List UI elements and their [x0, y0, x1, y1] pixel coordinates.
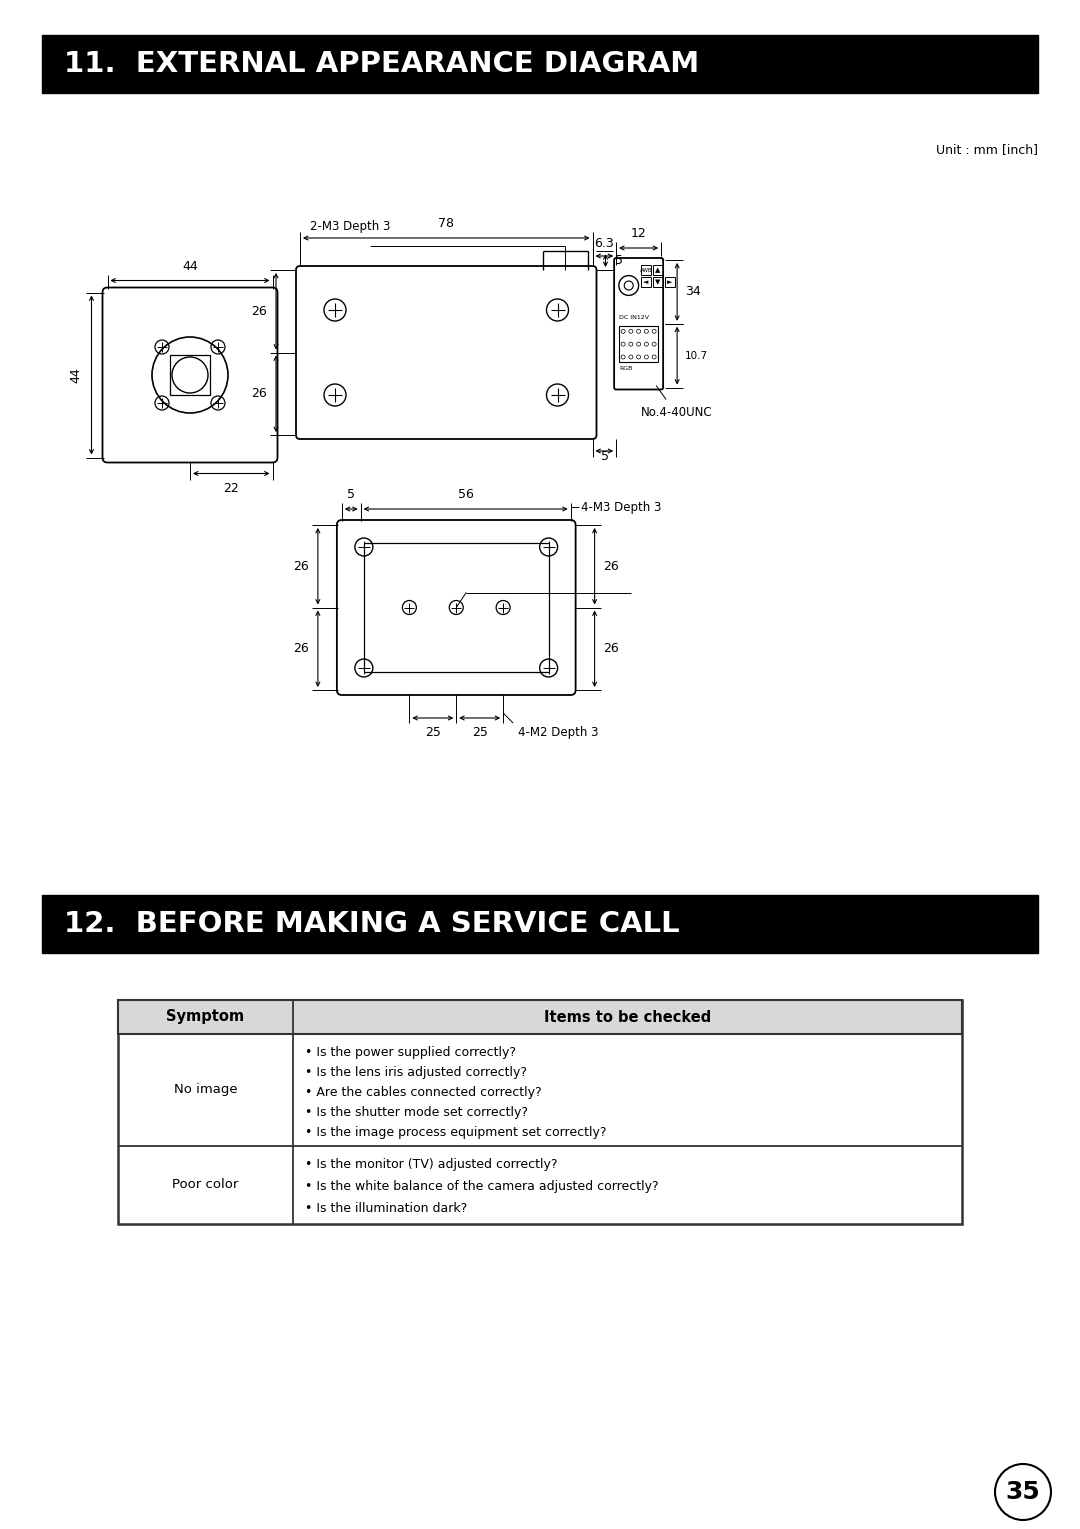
Text: • Is the power supplied correctly?: • Is the power supplied correctly? — [305, 1046, 516, 1060]
Text: 35: 35 — [1005, 1480, 1040, 1505]
Bar — [619, 326, 658, 362]
Text: 12.  BEFORE MAKING A SERVICE CALL: 12. BEFORE MAKING A SERVICE CALL — [64, 910, 679, 937]
Text: 26: 26 — [252, 387, 267, 401]
Text: 4-M3 Depth 3: 4-M3 Depth 3 — [581, 500, 661, 514]
Text: 10.7: 10.7 — [685, 350, 708, 361]
Text: ◄: ◄ — [644, 280, 649, 284]
Text: AWB: AWB — [639, 268, 652, 272]
Text: Poor color: Poor color — [173, 1179, 239, 1191]
Text: • Are the cables connected correctly?: • Are the cables connected correctly? — [305, 1086, 542, 1099]
Text: 26: 26 — [293, 560, 309, 573]
Text: 25: 25 — [424, 726, 441, 739]
Text: 25: 25 — [472, 726, 488, 739]
Bar — [118, 1000, 962, 1034]
Text: 12: 12 — [631, 226, 647, 240]
Text: 22: 22 — [224, 482, 239, 494]
Text: 26: 26 — [252, 304, 267, 318]
Bar — [653, 277, 663, 287]
Text: 26: 26 — [604, 560, 619, 573]
Text: ►: ► — [667, 280, 673, 284]
Text: Unit : mm [inch]: Unit : mm [inch] — [936, 144, 1038, 156]
Text: 11.  EXTERNAL APPEARANCE DIAGRAM: 11. EXTERNAL APPEARANCE DIAGRAM — [64, 50, 699, 78]
Text: RGB: RGB — [619, 365, 633, 372]
Bar — [364, 543, 549, 673]
Bar — [653, 265, 663, 275]
Text: • Is the illumination dark?: • Is the illumination dark? — [305, 1202, 468, 1216]
Text: Symptom: Symptom — [166, 1009, 244, 1024]
Text: • Is the monitor (TV) adjusted correctly?: • Is the monitor (TV) adjusted correctly… — [305, 1157, 557, 1171]
Text: 26: 26 — [293, 642, 309, 656]
Text: 44: 44 — [69, 367, 82, 382]
Text: • Is the white balance of the camera adjusted correctly?: • Is the white balance of the camera adj… — [305, 1180, 659, 1193]
Text: No image: No image — [174, 1084, 238, 1096]
Text: 5: 5 — [600, 450, 608, 463]
Text: • Is the lens iris adjusted correctly?: • Is the lens iris adjusted correctly? — [305, 1066, 527, 1079]
Text: 5: 5 — [616, 254, 623, 268]
Text: 56: 56 — [458, 488, 473, 502]
Bar — [42, 894, 1038, 953]
Text: 34: 34 — [685, 286, 701, 298]
Bar — [640, 265, 651, 275]
Text: 6.3: 6.3 — [594, 237, 615, 251]
Text: 26: 26 — [604, 642, 619, 656]
Text: 44: 44 — [183, 260, 198, 272]
Text: • Is the shutter mode set correctly?: • Is the shutter mode set correctly? — [305, 1105, 528, 1119]
Bar — [118, 1000, 962, 1225]
Text: 4-M2 Depth 3: 4-M2 Depth 3 — [518, 726, 598, 739]
Text: 5: 5 — [348, 488, 355, 502]
Text: 2-M3 Depth 3: 2-M3 Depth 3 — [310, 220, 390, 234]
Bar — [640, 277, 651, 287]
Text: ▲: ▲ — [656, 268, 661, 274]
Text: 78: 78 — [438, 217, 455, 229]
Text: DC IN12V: DC IN12V — [619, 315, 649, 320]
Text: ▼: ▼ — [656, 280, 661, 284]
Bar — [170, 355, 210, 394]
Bar — [42, 35, 1038, 93]
Text: Items to be checked: Items to be checked — [544, 1009, 711, 1024]
Bar — [665, 277, 675, 287]
Text: No.4-40UNC: No.4-40UNC — [642, 405, 713, 419]
Text: • Is the image process equipment set correctly?: • Is the image process equipment set cor… — [305, 1125, 607, 1139]
